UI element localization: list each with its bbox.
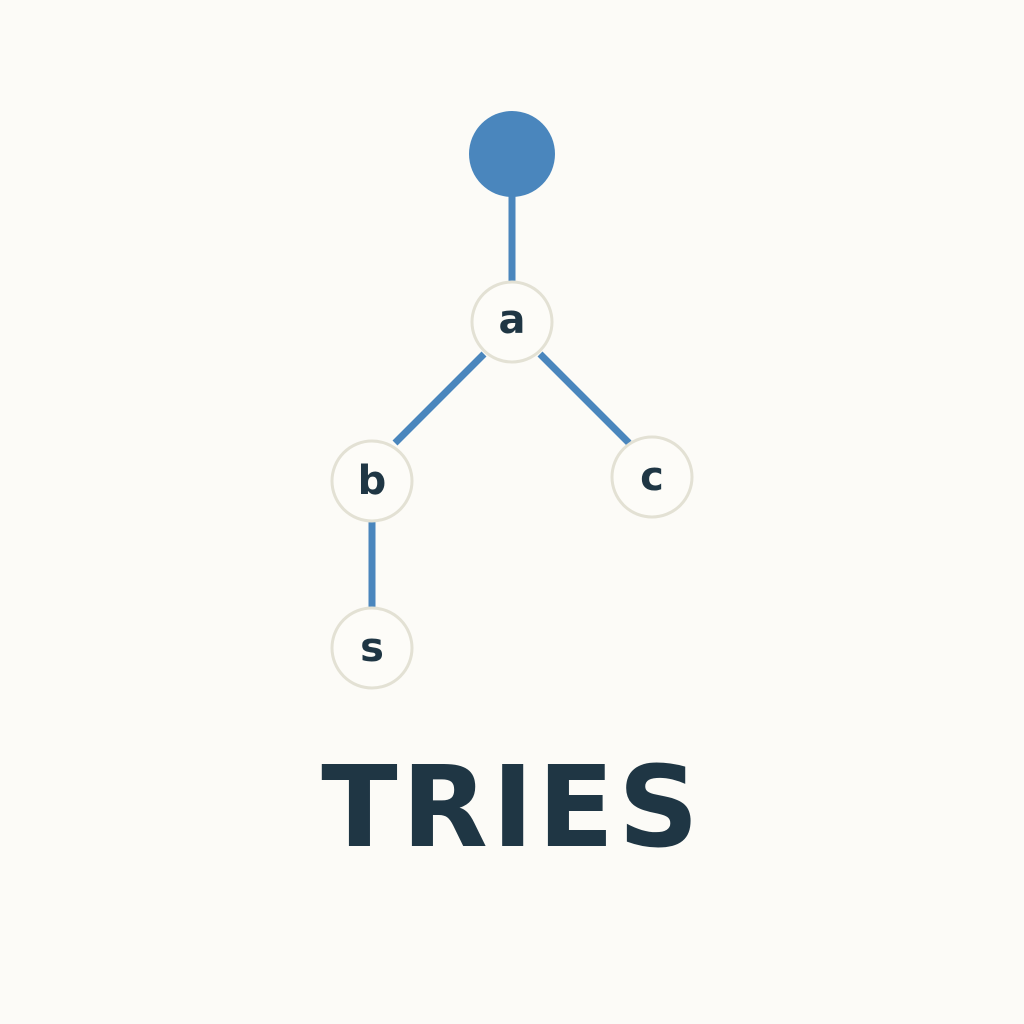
node-b-label: b — [358, 458, 387, 504]
node-s: s — [330, 606, 414, 690]
node-c-label: c — [640, 454, 664, 500]
diagram-title: TRIES — [321, 743, 703, 873]
node-c-circle — [610, 435, 694, 519]
node-b-circle — [330, 439, 414, 523]
node-a-label: a — [499, 297, 526, 343]
root-node — [469, 111, 555, 197]
node-a-circle — [470, 280, 554, 364]
edge-a-b — [392, 351, 487, 446]
node-s-circle — [330, 606, 414, 690]
node-s-label: s — [360, 625, 384, 671]
edge-a-c — [537, 351, 632, 446]
node-b: b — [330, 439, 414, 523]
node-a: a — [470, 280, 554, 364]
node-c: c — [610, 435, 694, 519]
